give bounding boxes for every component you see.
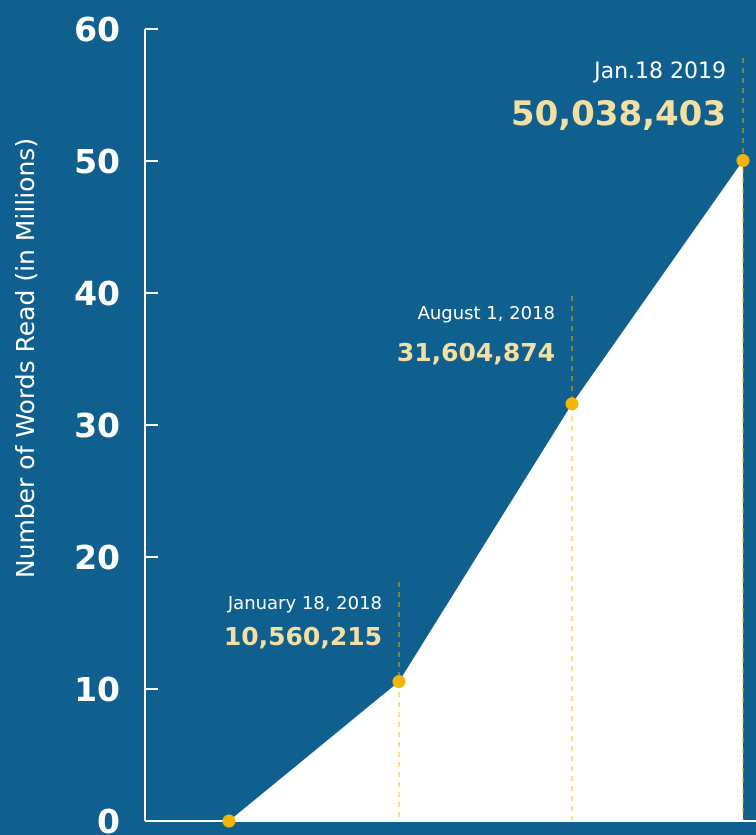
annotation-date: Jan.18 2019 xyxy=(592,59,726,84)
y-tick-label: 20 xyxy=(74,538,120,577)
y-tick-label: 10 xyxy=(74,670,120,709)
y-tick-label: 60 xyxy=(74,10,120,49)
annotation-value: 10,560,215 xyxy=(224,622,382,651)
y-tick-label: 0 xyxy=(97,802,120,835)
data-point xyxy=(736,153,750,167)
guide-layer xyxy=(398,58,744,821)
y-tick-label: 40 xyxy=(74,274,120,313)
y-axis: Number of Words Read (in Millions) 0 10 20… xyxy=(11,10,756,835)
annotation-date: August 1, 2018 xyxy=(418,303,555,324)
data-point xyxy=(565,397,579,411)
data-point xyxy=(392,675,406,689)
annotation-date: January 18, 2018 xyxy=(227,593,382,614)
y-tick-label: 30 xyxy=(74,406,120,445)
annotation-layer: January 18, 2018 10,560,215 August 1, 2018… xyxy=(224,59,726,651)
marker-layer xyxy=(222,153,750,828)
annotation-value: 31,604,874 xyxy=(397,338,555,367)
data-point xyxy=(222,814,236,828)
series-area xyxy=(229,160,743,821)
annotation-value: 50,038,403 xyxy=(511,94,726,134)
y-axis-label: Number of Words Read (in Millions) xyxy=(11,138,40,578)
area-layer xyxy=(229,160,743,821)
y-tick-label: 50 xyxy=(74,142,120,181)
